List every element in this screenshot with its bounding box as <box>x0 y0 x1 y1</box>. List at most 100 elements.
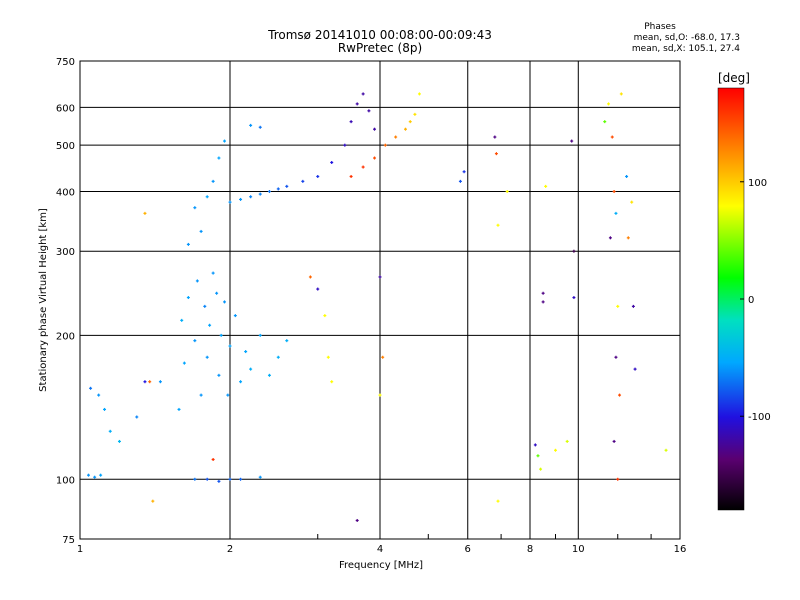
stat-o-text: mean, sd,O: -68.0, 17.3 <box>633 33 740 43</box>
data-point <box>223 139 227 143</box>
data-point <box>361 165 365 169</box>
data-point <box>93 475 97 479</box>
data-point <box>614 211 618 215</box>
y-tick-label: 400 <box>56 187 75 198</box>
stat-x-text: mean, sd,X: 105.1, 27.4 <box>631 44 740 54</box>
data-point <box>148 380 152 384</box>
data-point <box>249 195 253 199</box>
data-point <box>308 275 312 279</box>
data-point <box>228 200 232 204</box>
data-point <box>533 443 537 447</box>
data-point <box>219 333 223 337</box>
data-point <box>413 112 417 116</box>
data-point <box>544 184 548 188</box>
y-axis-label: Stationary phase Virtual Height [km] <box>38 208 49 392</box>
data-point <box>239 197 243 201</box>
ticks-layer: 1 2 4 6 8 10 16 75 100 200 300 400 500 600 750 <box>56 57 686 555</box>
colorbar-label: [deg] <box>718 71 750 85</box>
data-point <box>316 174 320 178</box>
data-point <box>565 439 569 443</box>
data-point <box>249 123 253 127</box>
data-point <box>180 318 184 322</box>
data-point <box>135 415 139 419</box>
data-point <box>625 174 629 178</box>
y-tick-label: 600 <box>56 103 75 114</box>
data-point <box>182 361 186 365</box>
data-point <box>330 160 334 164</box>
data-point <box>616 304 620 308</box>
data-point <box>626 236 630 240</box>
x-tick-label: 1 <box>77 544 83 555</box>
data-point <box>572 296 576 300</box>
data-point <box>99 473 103 477</box>
data-point <box>612 439 616 443</box>
data-point <box>151 499 155 503</box>
data-point <box>285 184 289 188</box>
data-point <box>612 189 616 193</box>
data-point <box>267 189 271 193</box>
data-point <box>276 355 280 359</box>
colorbar-ticks: 100 0 -100 <box>740 178 771 423</box>
data-point <box>408 120 412 124</box>
data-point <box>494 152 498 156</box>
data-point <box>373 156 377 160</box>
data-point <box>493 135 497 139</box>
data-points-layer <box>86 92 668 522</box>
colorbar-tick-label: 100 <box>748 178 767 189</box>
data-point <box>570 139 574 143</box>
data-point <box>541 300 545 304</box>
data-point <box>276 187 280 191</box>
data-point <box>205 195 209 199</box>
data-point <box>226 393 230 397</box>
data-point <box>316 287 320 291</box>
data-point <box>355 518 359 522</box>
data-point <box>343 143 347 147</box>
y-tick-label: 500 <box>56 141 75 152</box>
data-point <box>177 407 181 411</box>
plot-frame <box>79 60 681 540</box>
x-tick-label: 10 <box>572 544 585 555</box>
data-point <box>211 271 215 275</box>
data-point <box>330 380 334 384</box>
data-point <box>258 125 262 129</box>
data-point <box>349 120 353 124</box>
data-point <box>539 467 543 471</box>
data-point <box>186 242 190 246</box>
data-point <box>610 135 614 139</box>
data-point <box>217 156 221 160</box>
data-point <box>217 479 221 483</box>
data-point <box>89 386 93 390</box>
data-point <box>199 393 203 397</box>
x-tick-label: 4 <box>377 544 383 555</box>
data-point <box>258 192 262 196</box>
data-point <box>193 206 197 210</box>
data-point <box>541 291 545 295</box>
data-point <box>239 380 243 384</box>
data-point <box>631 304 635 308</box>
data-point <box>103 407 107 411</box>
data-point <box>249 367 253 371</box>
data-point <box>211 457 215 461</box>
data-point <box>228 477 232 481</box>
data-point <box>349 174 353 178</box>
data-point <box>378 275 382 279</box>
data-point <box>664 448 668 452</box>
data-point <box>267 373 271 377</box>
data-point <box>244 350 248 354</box>
data-point <box>186 296 190 300</box>
data-point <box>239 477 243 481</box>
phases-label: Phases <box>644 22 676 32</box>
data-point <box>553 448 557 452</box>
data-point <box>326 355 330 359</box>
data-point <box>143 380 147 384</box>
data-point <box>143 211 147 215</box>
data-point <box>619 92 623 96</box>
data-point <box>108 429 112 433</box>
x-tick-label: 8 <box>527 544 533 555</box>
chart-subtitle: RwPretec (8p) <box>337 41 423 55</box>
data-point <box>505 189 509 193</box>
data-point <box>536 454 540 458</box>
data-point <box>630 200 634 204</box>
